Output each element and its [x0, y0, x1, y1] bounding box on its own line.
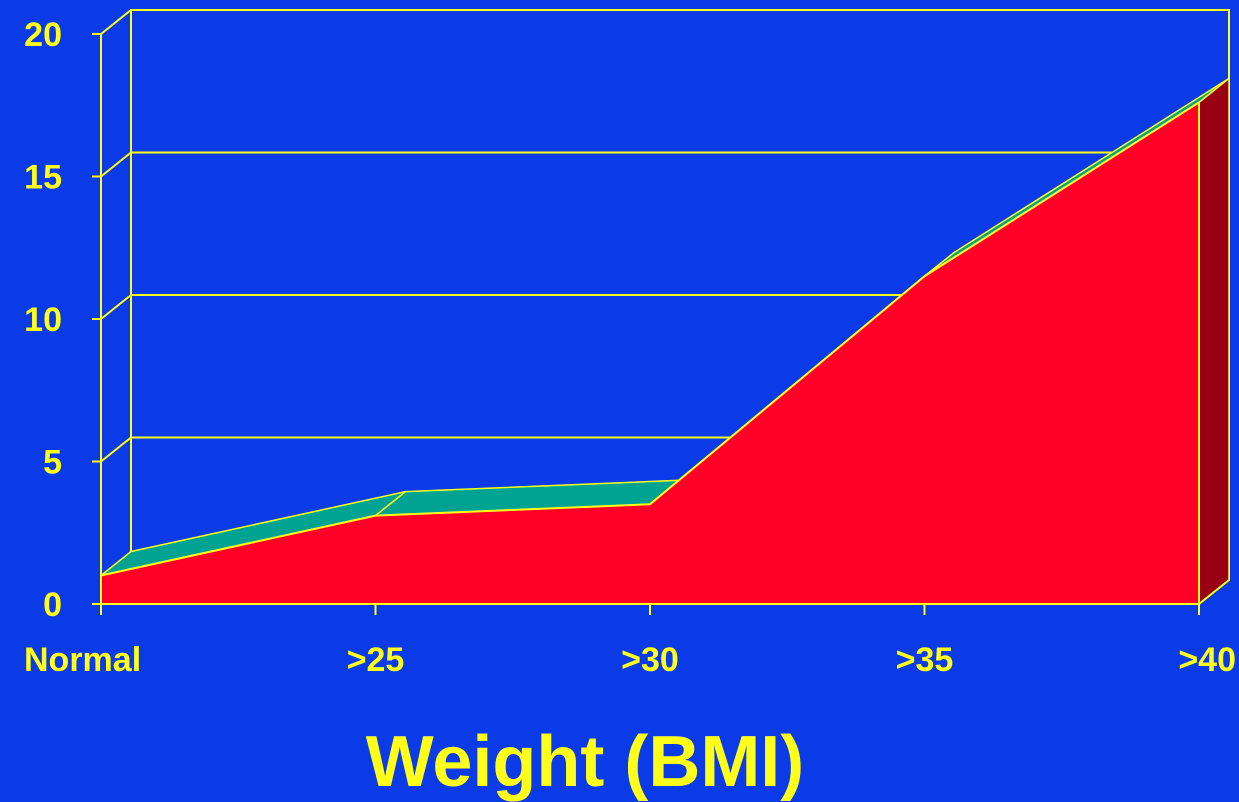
- area-series: [100, 76, 1230, 606]
- x-tick-label: >30: [621, 641, 679, 679]
- x-tick-label: >35: [896, 641, 954, 679]
- x-tick-label: Normal: [24, 641, 141, 679]
- y-tick-label: 10: [24, 301, 62, 339]
- x-tick-labels: Normal >25 >30 >35 >40: [24, 641, 1236, 679]
- y-tick-label: 20: [24, 16, 62, 54]
- y-tick-label: 0: [43, 586, 62, 624]
- axes: [92, 33, 1230, 615]
- y-tick-label: 5: [43, 444, 62, 482]
- x-axis-label: Weight (BMI): [366, 722, 805, 802]
- grid-connector: [100, 9, 132, 35]
- grid-connector: [100, 294, 132, 320]
- floor-edge: [1198, 579, 1230, 605]
- x-tick-label: >25: [347, 641, 405, 679]
- x-tick-label: >40: [1178, 641, 1236, 679]
- grid-connector: [100, 436, 132, 463]
- area-side-face: [1198, 76, 1230, 606]
- area-front-face: [100, 101, 1200, 605]
- y-tick-label: 15: [24, 159, 62, 197]
- y-tick-labels: 0 5 10 15 20: [24, 16, 62, 624]
- grid-connector: [100, 151, 132, 178]
